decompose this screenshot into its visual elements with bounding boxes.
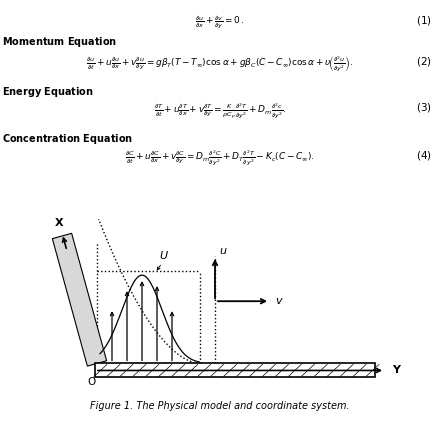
Bar (95, 363, 375, 378)
Text: $\frac{\partial T}{\partial t}+u\frac{\partial T}{\partial x}+v\frac{\partial T}: $\frac{\partial T}{\partial t}+u\frac{\p… (154, 101, 286, 121)
Text: $(4)$: $(4)$ (416, 149, 432, 162)
Text: u: u (219, 246, 226, 256)
Text: $\mathbf{Concentration\ Equation}$: $\mathbf{Concentration\ Equation}$ (2, 132, 133, 146)
Text: $\mathbf{Momentum\ Equation}$: $\mathbf{Momentum\ Equation}$ (2, 35, 117, 49)
Text: $(2)$: $(2)$ (416, 55, 432, 68)
Text: Y: Y (392, 365, 400, 376)
Text: O: O (87, 376, 95, 386)
Text: U: U (159, 251, 167, 261)
Text: $(1)$: $(1)$ (416, 14, 432, 27)
Text: $\frac{\partial C}{\partial t}+u\frac{\partial C}{\partial x}+v\frac{\partial C}: $\frac{\partial C}{\partial t}+u\frac{\p… (125, 149, 315, 168)
Text: $\frac{\partial u}{\partial x}+\frac{\partial v}{\partial y}=0\,.$: $\frac{\partial u}{\partial x}+\frac{\pa… (195, 14, 245, 30)
Text: $(3)$: $(3)$ (416, 101, 432, 115)
Text: v: v (275, 296, 282, 306)
Text: $\mathbf{Energy\ Equation}$: $\mathbf{Energy\ Equation}$ (2, 85, 94, 99)
Text: $\frac{\partial u}{\partial t}+u\frac{\partial u}{\partial x}+v\frac{\partial u}: $\frac{\partial u}{\partial t}+u\frac{\p… (86, 55, 354, 74)
Text: Figure 1. The Physical model and coordinate system.: Figure 1. The Physical model and coordin… (90, 401, 350, 411)
Polygon shape (52, 233, 106, 366)
Text: X: X (55, 218, 63, 228)
